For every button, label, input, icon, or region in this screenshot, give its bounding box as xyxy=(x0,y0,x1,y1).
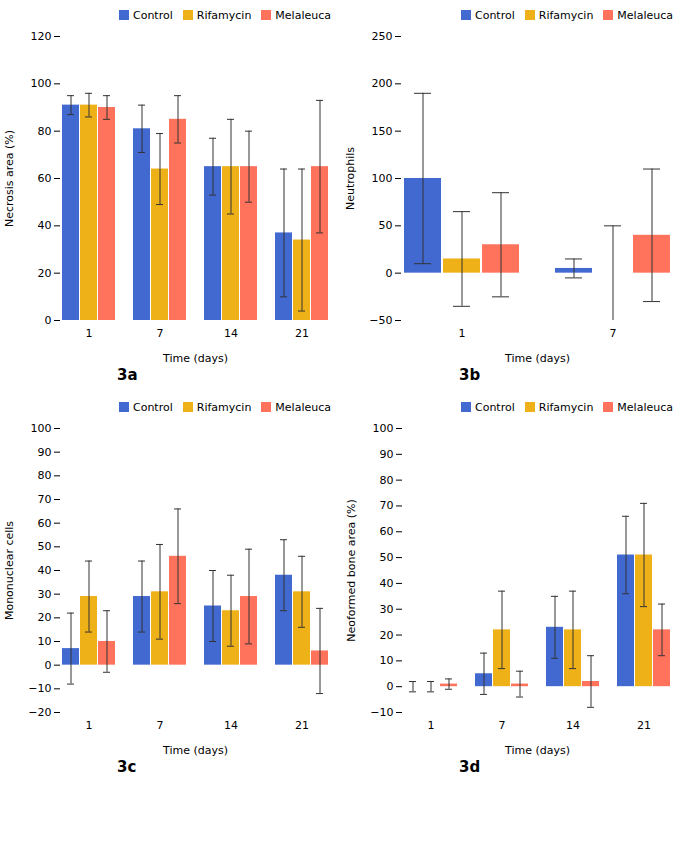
html-text:3a: 3a xyxy=(117,366,138,384)
svg-text:60: 60 xyxy=(380,525,394,538)
html-text:Rifamycin: Rifamycin xyxy=(538,400,594,414)
svg-text:21: 21 xyxy=(295,327,309,340)
svg-text:100: 100 xyxy=(373,422,394,435)
html-text:Melaleuca: Melaleuca xyxy=(617,400,673,414)
svg-text:Neoformed bone area (%): Neoformed bone area (%) xyxy=(345,499,358,642)
svg-text:Neutrophils: Neutrophils xyxy=(344,147,357,210)
svg-text:60: 60 xyxy=(38,517,52,530)
svg-text:1: 1 xyxy=(86,719,93,732)
svg-text:80: 80 xyxy=(38,125,52,138)
svg-text:40: 40 xyxy=(380,577,394,590)
svg-text:21: 21 xyxy=(295,719,309,732)
svg-text:30: 30 xyxy=(380,603,394,616)
svg-text:14: 14 xyxy=(224,719,238,732)
svg-text:Time (days): Time (days) xyxy=(162,352,228,365)
svg-text:1: 1 xyxy=(86,327,93,340)
svg-text:100: 100 xyxy=(31,77,52,90)
svg-text:90: 90 xyxy=(38,446,52,459)
svg-text:60: 60 xyxy=(38,172,52,185)
svg-text:80: 80 xyxy=(380,474,394,487)
svg-text:Time (days): Time (days) xyxy=(504,744,570,757)
html-text:Melaleuca: Melaleuca xyxy=(617,8,673,22)
svg-text:14: 14 xyxy=(224,327,238,340)
svg-text:150: 150 xyxy=(372,125,393,138)
html-text:Rifamycin: Rifamycin xyxy=(196,8,252,22)
svg-text:40: 40 xyxy=(38,564,52,577)
svg-text:7: 7 xyxy=(157,327,164,340)
svg-text:−20: −20 xyxy=(28,706,51,719)
html-text:Control: Control xyxy=(133,8,173,22)
svg-text:70: 70 xyxy=(38,493,52,506)
svg-text:50: 50 xyxy=(380,551,394,564)
svg-text:−10: −10 xyxy=(28,682,51,695)
svg-text:0: 0 xyxy=(45,314,52,327)
svg-text:7: 7 xyxy=(499,719,506,732)
svg-text:100: 100 xyxy=(372,172,393,185)
svg-text:20: 20 xyxy=(38,611,52,624)
svg-text:7: 7 xyxy=(610,327,617,340)
html-text:Control: Control xyxy=(475,8,515,22)
svg-text:7: 7 xyxy=(157,719,164,732)
svg-text:120: 120 xyxy=(31,30,52,43)
svg-text:0: 0 xyxy=(45,659,52,672)
svg-text:70: 70 xyxy=(380,499,394,512)
svg-text:200: 200 xyxy=(372,77,393,90)
svg-text:0: 0 xyxy=(387,680,394,693)
svg-text:20: 20 xyxy=(38,267,52,280)
svg-text:Time (days): Time (days) xyxy=(504,352,570,365)
svg-text:21: 21 xyxy=(637,719,651,732)
svg-text:50: 50 xyxy=(379,219,393,232)
svg-text:Necrosis area (%): Necrosis area (%) xyxy=(3,130,16,227)
html-text:Melaleuca: Melaleuca xyxy=(275,8,331,22)
svg-text:Time (days): Time (days) xyxy=(162,744,228,757)
svg-text:20: 20 xyxy=(380,629,394,642)
svg-text:100: 100 xyxy=(31,422,52,435)
html-text:3b: 3b xyxy=(459,366,481,384)
svg-text:14: 14 xyxy=(566,719,580,732)
svg-text:40: 40 xyxy=(38,219,52,232)
html-text:Rifamycin: Rifamycin xyxy=(196,400,252,414)
html-text:3d: 3d xyxy=(459,758,481,776)
svg-text:0: 0 xyxy=(386,267,393,280)
svg-text:10: 10 xyxy=(380,654,394,667)
svg-text:1: 1 xyxy=(459,327,466,340)
svg-text:80: 80 xyxy=(38,469,52,482)
html-text:Melaleuca: Melaleuca xyxy=(275,400,331,414)
svg-text:−50: −50 xyxy=(369,314,392,327)
svg-text:1: 1 xyxy=(428,719,435,732)
html-text:Rifamycin: Rifamycin xyxy=(538,8,594,22)
html-text:Control: Control xyxy=(133,400,173,414)
svg-text:Mononuclear cells: Mononuclear cells xyxy=(3,521,16,620)
svg-text:−10: −10 xyxy=(370,706,393,719)
html-text:Control: Control xyxy=(475,400,515,414)
svg-text:50: 50 xyxy=(38,540,52,553)
svg-text:90: 90 xyxy=(380,448,394,461)
html-text:3c: 3c xyxy=(117,758,137,776)
svg-text:10: 10 xyxy=(38,635,52,648)
svg-text:30: 30 xyxy=(38,588,52,601)
svg-text:250: 250 xyxy=(372,30,393,43)
